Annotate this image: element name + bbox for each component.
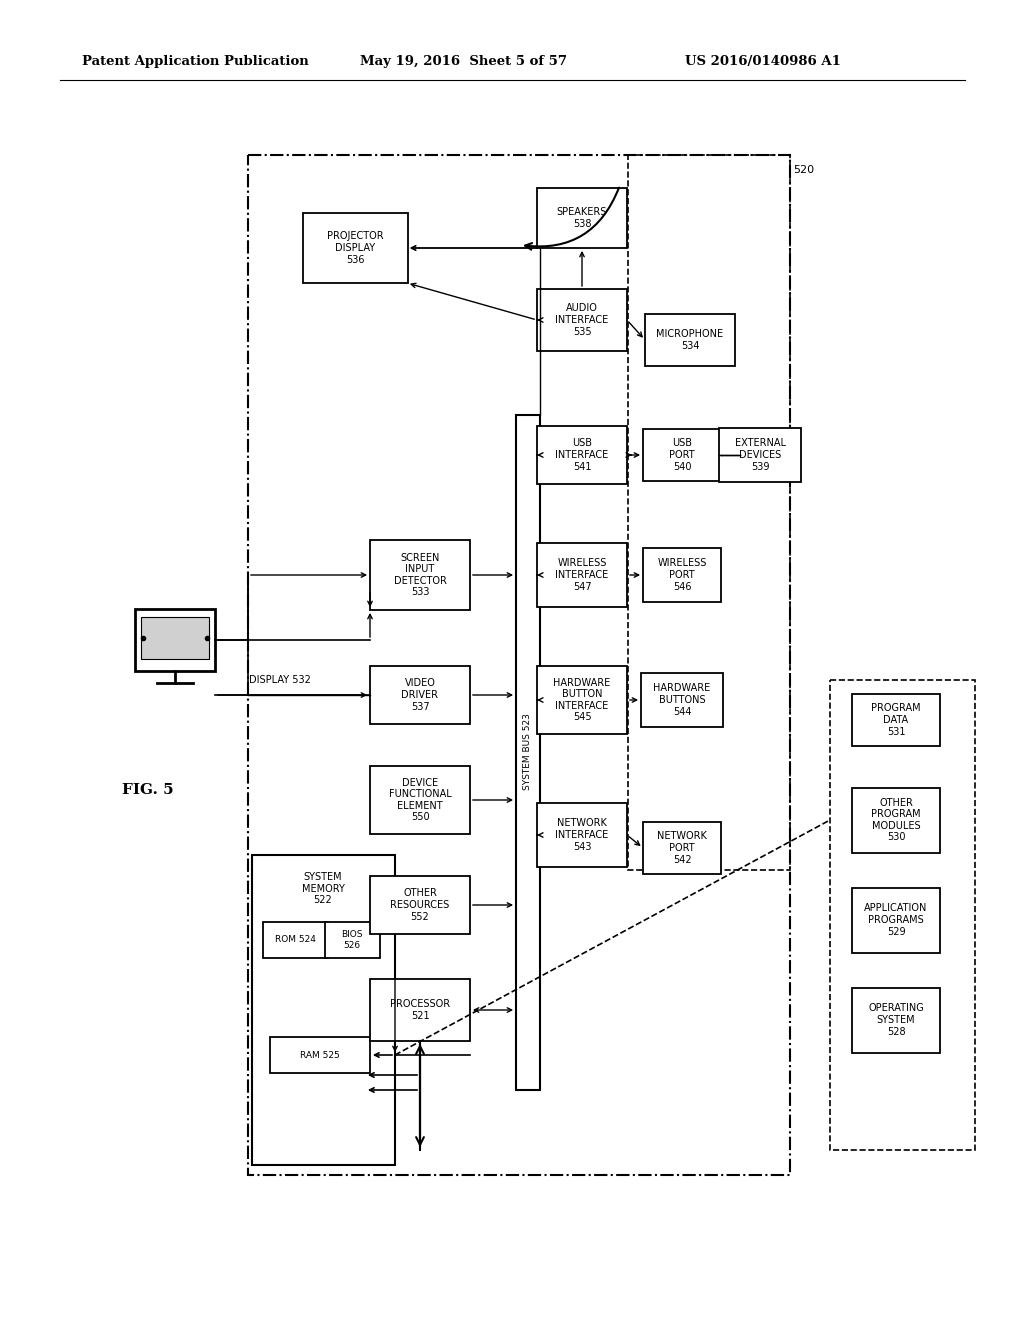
Bar <box>537 426 627 484</box>
FancyArrowPatch shape <box>525 187 620 249</box>
Bar <box>830 680 975 1150</box>
Bar <box>852 887 940 953</box>
Text: EXTERNAL
DEVICES
539: EXTERNAL DEVICES 539 <box>734 438 785 471</box>
Text: ROM 524: ROM 524 <box>274 936 315 945</box>
Bar <box>628 154 790 870</box>
Text: HARDWARE
BUTTONS
544: HARDWARE BUTTONS 544 <box>653 684 711 717</box>
Bar <box>852 694 940 746</box>
Bar <box>537 289 627 351</box>
FancyArrowPatch shape <box>416 1044 424 1144</box>
Text: OTHER
RESOURCES
552: OTHER RESOURCES 552 <box>390 888 450 921</box>
Bar <box>370 540 470 610</box>
Text: PROGRAM
DATA
531: PROGRAM DATA 531 <box>871 704 921 737</box>
Text: NETWORK
INTERFACE
543: NETWORK INTERFACE 543 <box>555 818 608 851</box>
Text: NETWORK
PORT
542: NETWORK PORT 542 <box>657 832 707 865</box>
Text: BIOS
526: BIOS 526 <box>341 931 362 949</box>
Bar <box>248 154 790 1175</box>
Text: USB
INTERFACE
541: USB INTERFACE 541 <box>555 438 608 471</box>
Text: May 19, 2016  Sheet 5 of 57: May 19, 2016 Sheet 5 of 57 <box>360 55 567 69</box>
Text: SPEAKERS
538: SPEAKERS 538 <box>557 207 607 228</box>
Bar <box>302 213 408 282</box>
Bar <box>370 876 470 935</box>
Bar <box>643 822 721 874</box>
Bar <box>252 855 395 1166</box>
Bar <box>641 673 723 727</box>
Text: WIRELESS
PORT
546: WIRELESS PORT 546 <box>657 558 707 591</box>
Bar <box>370 766 470 834</box>
Text: USB
PORT
540: USB PORT 540 <box>670 438 695 471</box>
Text: SYSTEM
MEMORY
522: SYSTEM MEMORY 522 <box>301 873 344 906</box>
Bar <box>370 667 470 723</box>
Text: Patent Application Publication: Patent Application Publication <box>82 55 309 69</box>
Bar <box>537 187 627 248</box>
Bar <box>719 428 801 482</box>
Bar <box>516 414 540 1090</box>
Text: PROJECTOR
DISPLAY
536: PROJECTOR DISPLAY 536 <box>327 231 383 264</box>
Bar <box>643 429 721 480</box>
Text: MICROPHONE
534: MICROPHONE 534 <box>656 329 724 351</box>
Bar <box>370 979 470 1041</box>
Text: PROCESSOR
521: PROCESSOR 521 <box>390 999 451 1020</box>
Text: AUDIO
INTERFACE
535: AUDIO INTERFACE 535 <box>555 304 608 337</box>
Bar <box>852 788 940 853</box>
Text: FIG. 5: FIG. 5 <box>122 783 174 797</box>
Text: APPLICATION
PROGRAMS
529: APPLICATION PROGRAMS 529 <box>864 903 928 937</box>
Text: SYSTEM BUS 523: SYSTEM BUS 523 <box>523 714 532 791</box>
Text: WIRELESS
INTERFACE
547: WIRELESS INTERFACE 547 <box>555 558 608 591</box>
Bar <box>141 616 209 659</box>
Bar <box>135 609 215 671</box>
Text: HARDWARE
BUTTON
INTERFACE
545: HARDWARE BUTTON INTERFACE 545 <box>553 677 610 722</box>
Text: VIDEO
DRIVER
537: VIDEO DRIVER 537 <box>401 678 438 711</box>
Text: 520: 520 <box>793 165 814 176</box>
Bar <box>645 314 735 366</box>
Bar <box>262 921 328 958</box>
Bar <box>643 548 721 602</box>
Bar <box>852 987 940 1052</box>
Text: OPERATING
SYSTEM
528: OPERATING SYSTEM 528 <box>868 1003 924 1036</box>
FancyArrowPatch shape <box>416 1047 424 1147</box>
Text: OTHER
PROGRAM
MODULES
530: OTHER PROGRAM MODULES 530 <box>871 797 921 842</box>
Text: US 2016/0140986 A1: US 2016/0140986 A1 <box>685 55 841 69</box>
Text: DEVICE
FUNCTIONAL
ELEMENT
550: DEVICE FUNCTIONAL ELEMENT 550 <box>389 777 452 822</box>
Text: RAM 525: RAM 525 <box>300 1051 340 1060</box>
Bar <box>325 921 380 958</box>
Text: SCREEN
INPUT
DETECTOR
533: SCREEN INPUT DETECTOR 533 <box>393 553 446 598</box>
Bar <box>270 1038 370 1073</box>
Bar <box>537 803 627 867</box>
Text: DISPLAY 532: DISPLAY 532 <box>249 675 311 685</box>
Bar <box>537 667 627 734</box>
Bar <box>537 543 627 607</box>
